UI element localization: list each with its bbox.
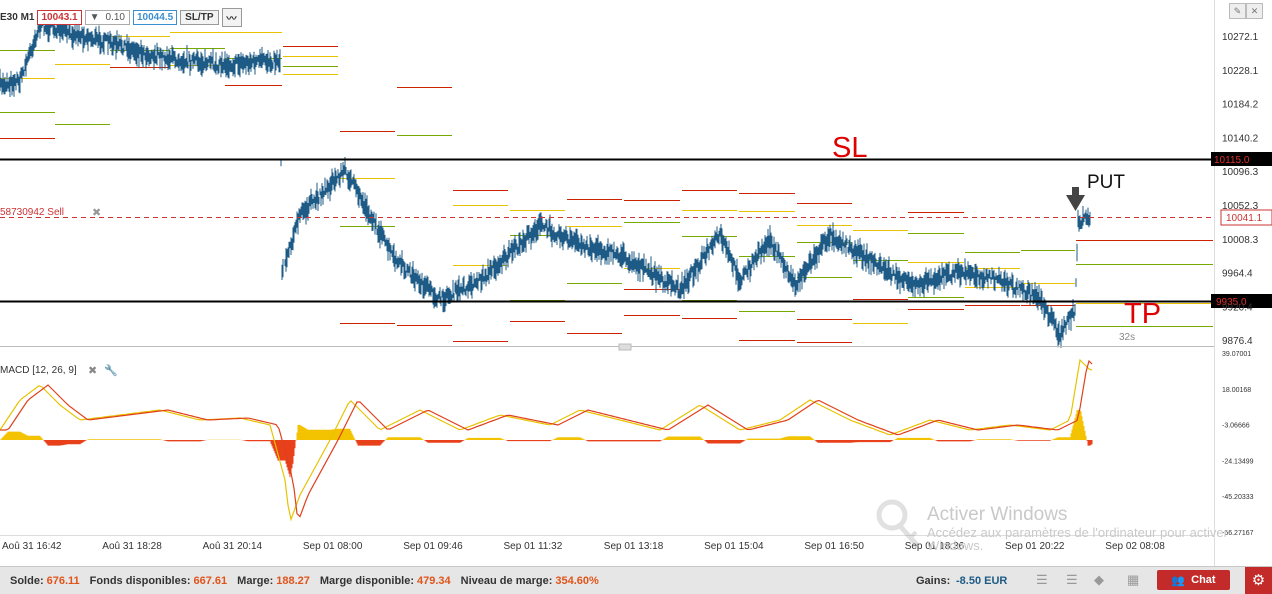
price-tick-label: 10008.3 [1222, 235, 1259, 246]
price-axis-ticks: 10272.1 10228.1 10184.2 10140.2 10096.3 10052… [1222, 32, 1259, 347]
quantity-stepper[interactable]: ▼ 0.10 [84, 9, 130, 25]
price-tick-label: 10184.2 [1222, 100, 1259, 111]
window-close-icon[interactable]: ✕ [1246, 3, 1263, 19]
time-tick-label: Sep 01 08:00 [303, 541, 363, 552]
chart-area[interactable]: 10115.0 10041.1 9935.0 10272.1 10228.1 101… [0, 0, 1272, 566]
watermark-title: Activer Windows [927, 504, 1068, 525]
fonds-label: Fonds disponibles: [89, 574, 191, 587]
price-tick-label: 10140.2 [1222, 133, 1259, 144]
time-tick-label: Sep 01 13:18 [604, 541, 664, 552]
sl-price-tag [1211, 152, 1272, 166]
price-candles [0, 11, 1091, 348]
macd-line [0, 358, 1093, 522]
price-tick-label: 10272.1 [1222, 32, 1259, 43]
solde-label: Solde: [10, 574, 44, 587]
wrench-icon[interactable]: 🔧 [104, 363, 118, 377]
price-tick-label: 9964.4 [1222, 269, 1253, 280]
edit-icon[interactable]: ✎ [1229, 3, 1246, 19]
macd-tick-label: -66.27167 [1222, 530, 1254, 537]
niveau-label: Niveau de marge: [460, 574, 553, 587]
macd-tick-label: 18.00168 [1222, 387, 1251, 394]
remove-indicator-icon[interactable]: ✖ [88, 365, 97, 377]
close-order-icon[interactable]: ✖ [92, 207, 101, 219]
current-price-tag [1220, 209, 1272, 226]
time-tick-label: Sep 01 15:04 [704, 541, 764, 552]
account-status-bar: Solde: 676.11 Fonds disponibles: 667.61 Ma… [0, 566, 1272, 594]
buy-price-button[interactable]: 10044.5 [133, 9, 178, 25]
trade-toolbar: E30 M1 10043.1 ▼ 0.10 10044.5 SL/TP 〰 [0, 7, 242, 27]
put-annotation: PUT [1087, 172, 1125, 193]
chat-label: Chat [1191, 574, 1216, 586]
positions-icon[interactable]: ☰ [1066, 572, 1078, 587]
macd-label: MACD [12, 26, 9] [0, 365, 77, 376]
watermark-subtitle: Accédez aux paramètres de l'ordinateur p… [927, 525, 1228, 553]
down-arrow-icon [1066, 187, 1085, 211]
windows-activation-watermark: Activer Windows Accédez aux paramètres d… [927, 504, 1247, 552]
macd-tick-label: 39.07001 [1222, 351, 1251, 358]
fonds-value: 667.61 [193, 574, 228, 587]
tp-price-tag [1211, 294, 1272, 308]
sl-price-text: 10115.0 [1214, 155, 1250, 166]
time-tick-label: Aoû 31 16:42 [2, 541, 62, 552]
tp-annotation: TP [1124, 298, 1161, 330]
macd-tick-label: -45.20333 [1222, 494, 1254, 501]
price-tick-label: 10052.3 [1222, 201, 1259, 212]
time-tick-label: Aoû 31 20:14 [203, 541, 263, 552]
pane-resize-handle[interactable] [618, 343, 632, 351]
macd-histogram-negative [43, 440, 1093, 478]
solde-value: 676.11 [46, 574, 80, 587]
niveau-value: 354.60% [555, 574, 599, 587]
time-tick-label: Sep 01 18:36 [905, 541, 965, 552]
marge-dispo-value: 479.34 [417, 574, 451, 587]
settings-gear-icon[interactable]: ⚙ [1245, 567, 1272, 594]
symbol-label: E30 M1 [0, 11, 35, 23]
marge-label: Marge: [237, 574, 274, 587]
price-tick-label: 10096.3 [1222, 167, 1259, 178]
tp-price-text: 9935.0 [1216, 297, 1247, 308]
calendar-icon[interactable]: ▦ [1127, 572, 1140, 587]
time-tick-label: Aoû 31 18:28 [102, 541, 162, 552]
macd-histogram-positive [0, 410, 1087, 440]
gains-label: Gains: [916, 574, 951, 587]
sl-annotation: SL [832, 132, 867, 164]
marge-dispo-label: Marge disponible: [319, 574, 415, 587]
candle-countdown: 32s [1119, 332, 1135, 343]
current-price-text: 10041.1 [1226, 213, 1263, 224]
macd-tick-label: -3.06666 [1222, 423, 1250, 430]
price-tick-label: 9876.4 [1222, 336, 1253, 347]
time-tick-label: Sep 01 11:32 [504, 541, 563, 552]
order-label: 58730942 Sell [0, 207, 64, 218]
users-icon: 👥 [1171, 574, 1186, 587]
chat-button[interactable]: 👥 Chat [1157, 570, 1230, 590]
key-icon [876, 499, 920, 548]
time-tick-label: Sep 02 08:08 [1105, 541, 1165, 552]
time-tick-label: Sep 01 20:22 [1005, 541, 1065, 552]
quantity-value: 0.10 [105, 11, 125, 23]
marge-value: 188.27 [276, 574, 310, 587]
time-tick-label: Sep 01 09:46 [403, 541, 463, 552]
list-icon[interactable]: ☰ [1036, 572, 1048, 587]
sltp-button[interactable]: SL/TP [180, 9, 219, 25]
signal-line [0, 359, 1093, 518]
gains-value: -8.50 EUR [956, 574, 1008, 587]
candle-wicks [0, 11, 1091, 348]
news-icon[interactable]: ◆ [1094, 572, 1104, 587]
sell-price-button[interactable]: 10043.1 [37, 9, 82, 25]
macd-axis-ticks: 39.07001 18.00168 -3.06666 -24.13499 -45.203… [1222, 351, 1254, 537]
time-axis-ticks: Aoû 31 16:42 Aoû 31 18:28 Aoû 31 20:14 Sep … [2, 541, 1165, 552]
price-tick-label: 10228.1 [1222, 66, 1259, 77]
macd-histogram [0, 410, 1093, 478]
price-tick-label: 9920.4 [1222, 302, 1253, 313]
chevron-down-icon[interactable]: ▼ [89, 11, 100, 23]
chart-type-icon[interactable]: 〰 [221, 7, 242, 27]
chart-canvas[interactable]: 10115.0 10041.1 9935.0 10272.1 10228.1 101… [0, 0, 1272, 566]
time-tick-label: Sep 01 16:50 [804, 541, 864, 552]
macd-tick-label: -24.13499 [1222, 458, 1254, 465]
